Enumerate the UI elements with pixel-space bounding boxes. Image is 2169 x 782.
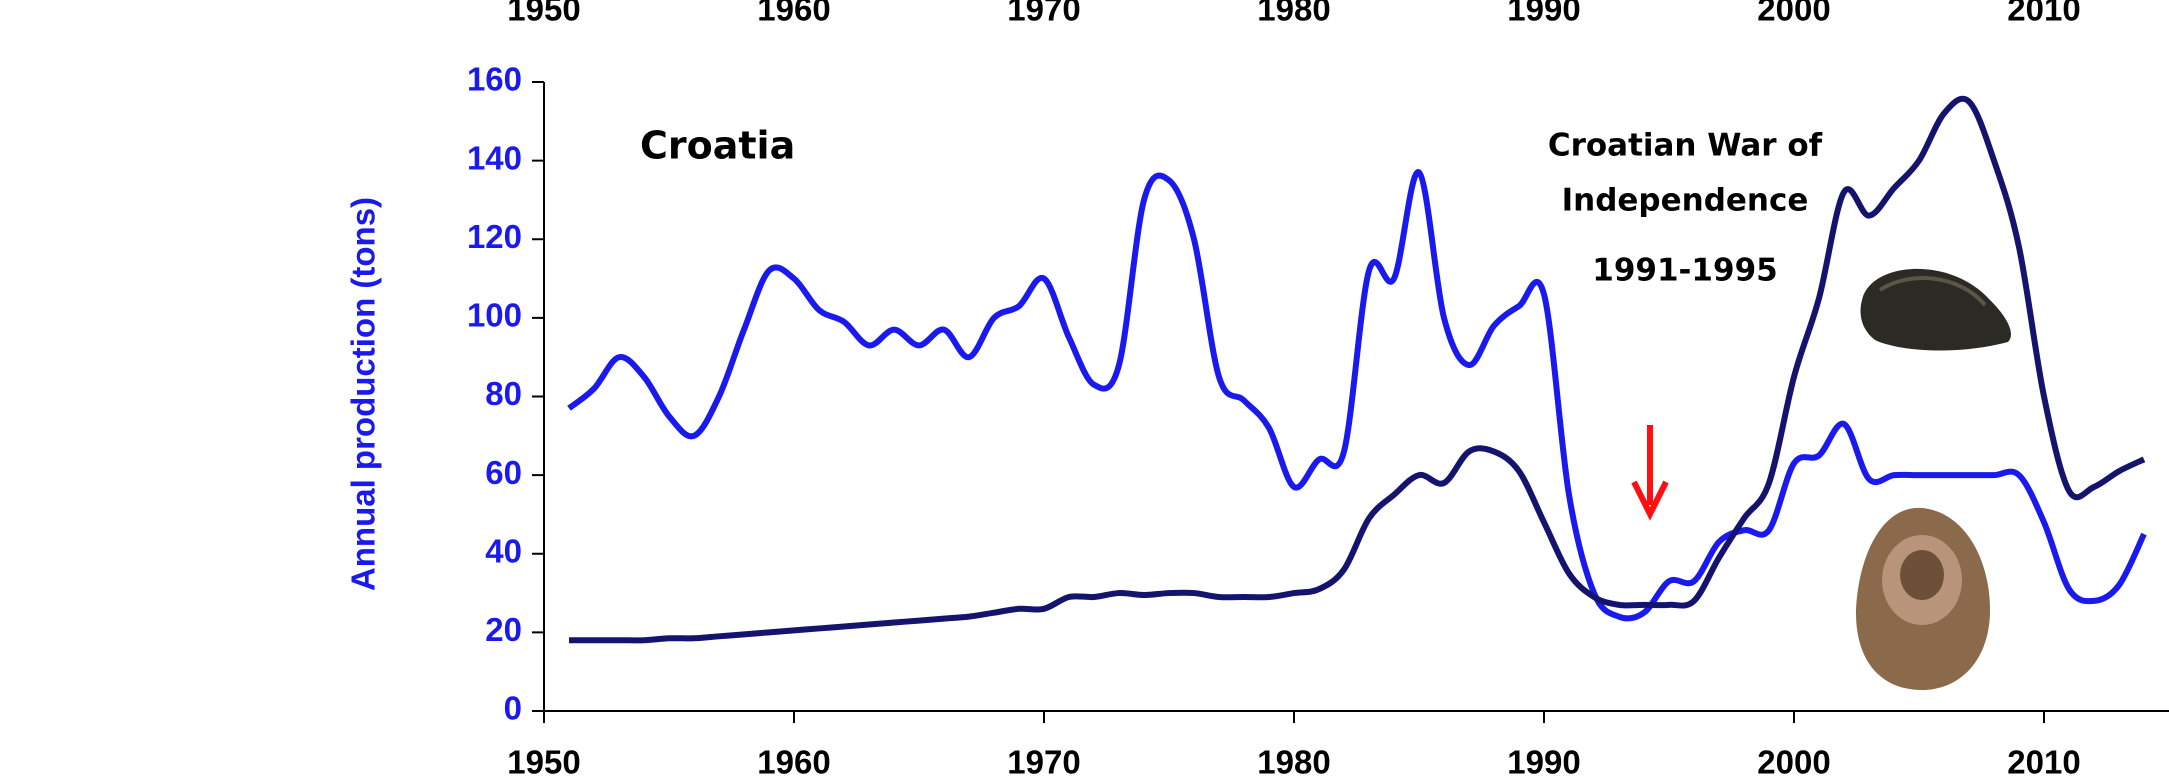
y-tick-label: 160: [467, 61, 522, 98]
data-line: [568, 95, 2146, 644]
mussel-image: [1860, 268, 2011, 351]
plot: 0 20 40 60 80 100 120 140 160 1950 1950 1960 1960 197…: [345, 0, 2169, 781]
x-tick-label: 1970: [1007, 744, 1080, 781]
top-x-tick-label: 1990: [1507, 0, 1580, 28]
country-label: Croatia: [640, 124, 795, 168]
x-tick-label: 1950: [507, 744, 580, 781]
y-axis-label: Annual production (tons): [345, 197, 382, 591]
x-tick-label: 1960: [757, 744, 830, 781]
y-tick-label: 80: [485, 375, 522, 412]
y-tick-label: 60: [485, 454, 522, 491]
y-tick-label: 0: [504, 690, 522, 727]
y-tick-label: 100: [467, 297, 522, 334]
annotation: 1991-1995: [1592, 253, 1777, 289]
y-tick-label: 140: [467, 139, 522, 176]
top-x-tick-label: 2000: [1757, 0, 1830, 28]
oyster-image: [1855, 507, 1990, 690]
top-x-tick-label: 1980: [1257, 0, 1330, 28]
top-x-tick-label: 1970: [1007, 0, 1080, 28]
y-tick-label: 120: [467, 218, 522, 255]
data-line: [567, 169, 2147, 622]
y-tick-label: 20: [485, 611, 522, 648]
top-x-tick-label: 2010: [2007, 0, 2080, 28]
x-tick-label: 2010: [2007, 744, 2080, 781]
x-tick-label: 1990: [1507, 744, 1580, 781]
annotation: Croatian War of: [1548, 128, 1823, 164]
x-tick-label: 1980: [1257, 744, 1330, 781]
x-tick-label: 2000: [1757, 744, 1830, 781]
top-x-tick-label: 1960: [757, 0, 830, 28]
red-arrow: [1631, 425, 1669, 521]
annotation: Independence: [1562, 183, 1809, 219]
top-x-tick-label: 1950: [507, 0, 580, 28]
y-tick-label: 40: [485, 532, 522, 569]
